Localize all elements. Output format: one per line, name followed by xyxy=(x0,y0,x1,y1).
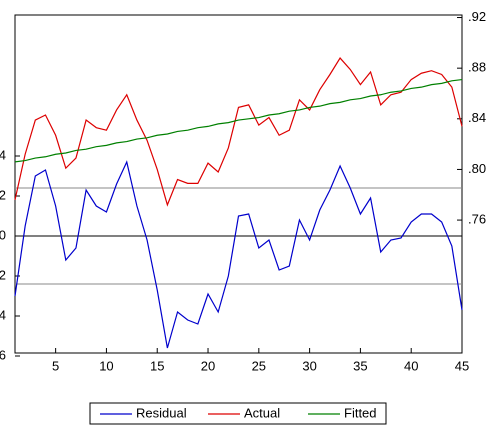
legend-label: Residual xyxy=(136,405,187,420)
y2-tick-label: .84 xyxy=(468,110,486,125)
y-tick-label: -.06 xyxy=(0,347,6,362)
y2-tick-label: .76 xyxy=(468,212,486,227)
y2-tick-label: .88 xyxy=(468,60,486,75)
x-tick-label: 25 xyxy=(252,358,266,373)
legend-label: Fitted xyxy=(344,405,377,420)
y-tick-label: -.02 xyxy=(0,267,6,282)
plot-frame xyxy=(14,14,463,354)
y2-tick-label: .80 xyxy=(468,161,486,176)
x-tick-label: 40 xyxy=(404,358,418,373)
x-tick-label: 15 xyxy=(150,358,164,373)
y-tick-label: .02 xyxy=(0,187,6,202)
y2-tick-label: .92 xyxy=(468,9,486,24)
x-tick-label: 5 xyxy=(52,358,59,373)
x-tick-label: 10 xyxy=(99,358,113,373)
series-line xyxy=(14,160,463,349)
series-line xyxy=(14,57,463,207)
legend-label: Actual xyxy=(244,405,280,420)
x-tick-label: 20 xyxy=(201,358,215,373)
y-tick-label: -.04 xyxy=(0,307,6,322)
x-tick-label: 35 xyxy=(353,358,367,373)
x-tick-label: 45 xyxy=(455,358,469,373)
series-line xyxy=(14,78,463,163)
y-tick-label: .04 xyxy=(0,147,6,162)
y-tick-label: .00 xyxy=(0,227,6,242)
x-tick-label: 30 xyxy=(302,358,316,373)
